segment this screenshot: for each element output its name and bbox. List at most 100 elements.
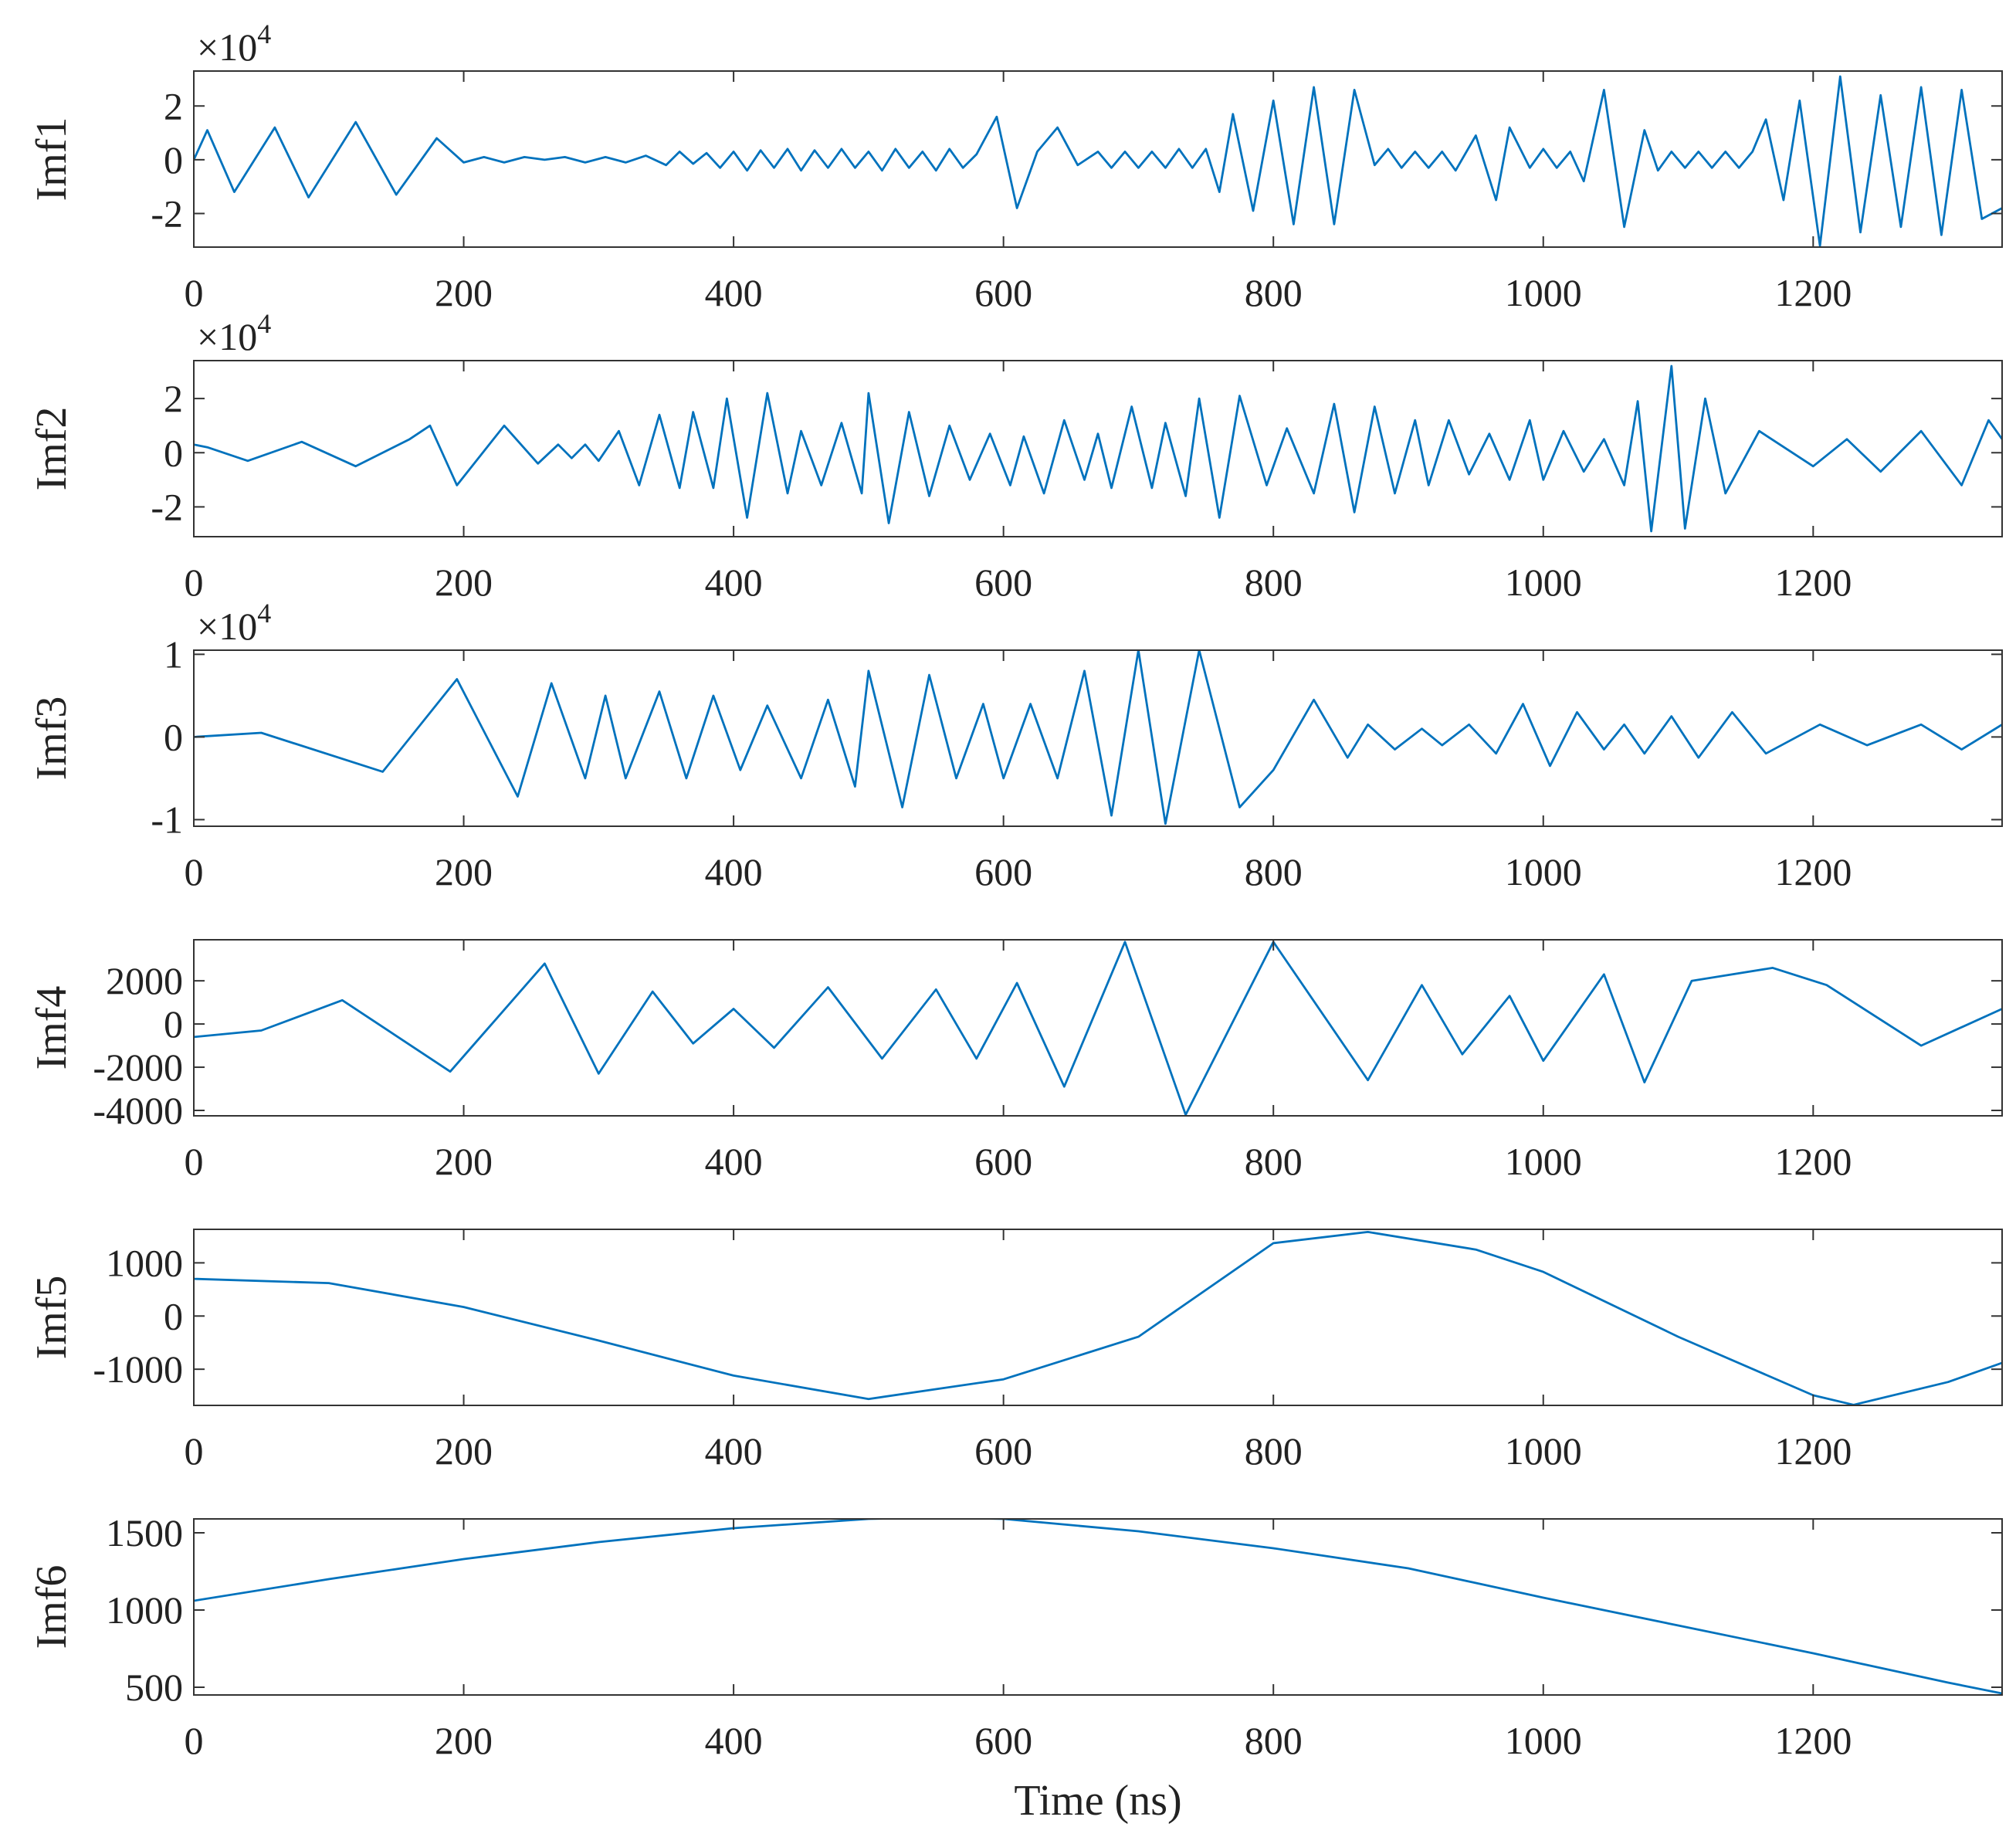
x-tick-label: 1200 (1774, 561, 1852, 604)
x-tick-label: 1200 (1774, 271, 1852, 314)
axes-frame (193, 360, 2003, 537)
x-tick-label: 1000 (1505, 561, 1582, 604)
axes-frame (193, 1229, 2003, 1406)
x-tick-label: 1200 (1774, 850, 1852, 893)
plot-area (194, 75, 2002, 247)
y-tick-label: 2 (164, 377, 183, 420)
y-axis-label: Imf2 (28, 407, 76, 491)
x-tick-label: 1000 (1505, 1429, 1582, 1473)
x-tick-label: 800 (1245, 271, 1303, 314)
plot-area (194, 1231, 2002, 1405)
multiplier-power: 4 (257, 598, 271, 629)
x-tick-label: 600 (974, 1719, 1032, 1762)
y-tick-label: 2000 (106, 959, 183, 1002)
x-tick-label: 200 (435, 850, 493, 893)
series-line (194, 75, 2002, 247)
plot-area (194, 1519, 2002, 1695)
x-tick-label: 0 (185, 1719, 204, 1762)
axes-frame (193, 939, 2003, 1117)
y-tick-label: 0 (164, 715, 183, 758)
x-tick-label: 0 (185, 1140, 204, 1183)
y-tick-label: 1 (164, 632, 183, 676)
x-tick-label: 200 (435, 561, 493, 604)
axes-frame (193, 1518, 2003, 1696)
x-tick-label: 200 (435, 271, 493, 314)
x-tick-label: 600 (974, 1429, 1032, 1473)
y-tick-label: -2 (151, 192, 183, 235)
x-tick-label: 400 (705, 561, 763, 604)
y-tick-label: -2000 (93, 1046, 183, 1089)
y-tick-label: -2 (151, 485, 183, 528)
x-tick-label: 800 (1245, 1429, 1303, 1473)
series-line (194, 364, 2002, 533)
y-axis-label: Imf6 (28, 1565, 76, 1649)
x-tick-label: 400 (705, 1140, 763, 1183)
y-tick-label: 500 (125, 1666, 183, 1709)
y-tick-label: 0 (164, 1002, 183, 1046)
x-tick-label: 600 (974, 1140, 1032, 1183)
series-line (194, 650, 2002, 825)
x-tick-label: 0 (185, 1429, 204, 1473)
x-tick-label: 200 (435, 1140, 493, 1183)
y-axis-label: Imf5 (28, 1276, 76, 1360)
y-tick-label: 0 (164, 431, 183, 474)
y-tick-label: 1500 (106, 1511, 183, 1554)
series-line (194, 1519, 2002, 1695)
x-tick-label: 800 (1245, 850, 1303, 893)
x-tick-label: 600 (974, 561, 1032, 604)
x-tick-label: 0 (185, 271, 204, 314)
multiplier-base: ×10 (197, 315, 257, 358)
x-tick-label: 600 (974, 850, 1032, 893)
x-tick-label: 1200 (1774, 1719, 1852, 1762)
x-tick-label: 200 (435, 1719, 493, 1762)
y-axis-label: Imf1 (28, 117, 76, 202)
y-tick-label: 0 (164, 1294, 183, 1337)
y-axis-label: Imf3 (28, 697, 76, 781)
x-axis-label: Time (ns) (1014, 1777, 1181, 1825)
multiplier-base: ×10 (197, 605, 257, 648)
x-tick-label: 800 (1245, 1719, 1303, 1762)
x-tick-label: 400 (705, 271, 763, 314)
y-tick-label: -1000 (93, 1347, 183, 1391)
y-tick-label: 2 (164, 84, 183, 127)
x-tick-label: 1200 (1774, 1140, 1852, 1183)
x-tick-label: 400 (705, 850, 763, 893)
axis-multiplier: ×104 (197, 19, 271, 69)
y-tick-label: 1000 (106, 1241, 183, 1284)
x-tick-label: 600 (974, 271, 1032, 314)
x-tick-label: 1000 (1505, 271, 1582, 314)
x-tick-label: 400 (705, 1429, 763, 1473)
x-tick-label: 400 (705, 1719, 763, 1762)
multiplier-power: 4 (257, 19, 271, 49)
x-tick-label: 1200 (1774, 1429, 1852, 1473)
y-tick-label: 1000 (106, 1588, 183, 1632)
x-tick-label: 1000 (1505, 850, 1582, 893)
multiplier-power: 4 (257, 308, 271, 339)
y-tick-label: -4000 (93, 1089, 183, 1132)
multiplier-base: ×10 (197, 25, 257, 69)
x-tick-label: 0 (185, 850, 204, 893)
x-tick-label: 1000 (1505, 1719, 1582, 1762)
panel: 0 200 400 600 800 1000 1200 500 1000 1500 Imf6 Time… (28, 1511, 2003, 1825)
plot-area (194, 364, 2002, 533)
axes-frame (193, 649, 2003, 827)
x-tick-label: 800 (1245, 561, 1303, 604)
axis-multiplier: ×104 (197, 308, 271, 358)
x-tick-label: 800 (1245, 1140, 1303, 1183)
axis-multiplier: ×104 (197, 598, 271, 648)
y-tick-label: -1 (151, 798, 183, 841)
y-tick-label: 0 (164, 138, 183, 181)
plot-area (194, 941, 2002, 1116)
x-tick-label: 1000 (1505, 1140, 1582, 1183)
x-tick-label: 0 (185, 561, 204, 604)
plot-area (194, 650, 2002, 825)
x-tick-label: 200 (435, 1429, 493, 1473)
y-axis-label: Imf4 (28, 986, 76, 1070)
series-line (194, 941, 2002, 1116)
